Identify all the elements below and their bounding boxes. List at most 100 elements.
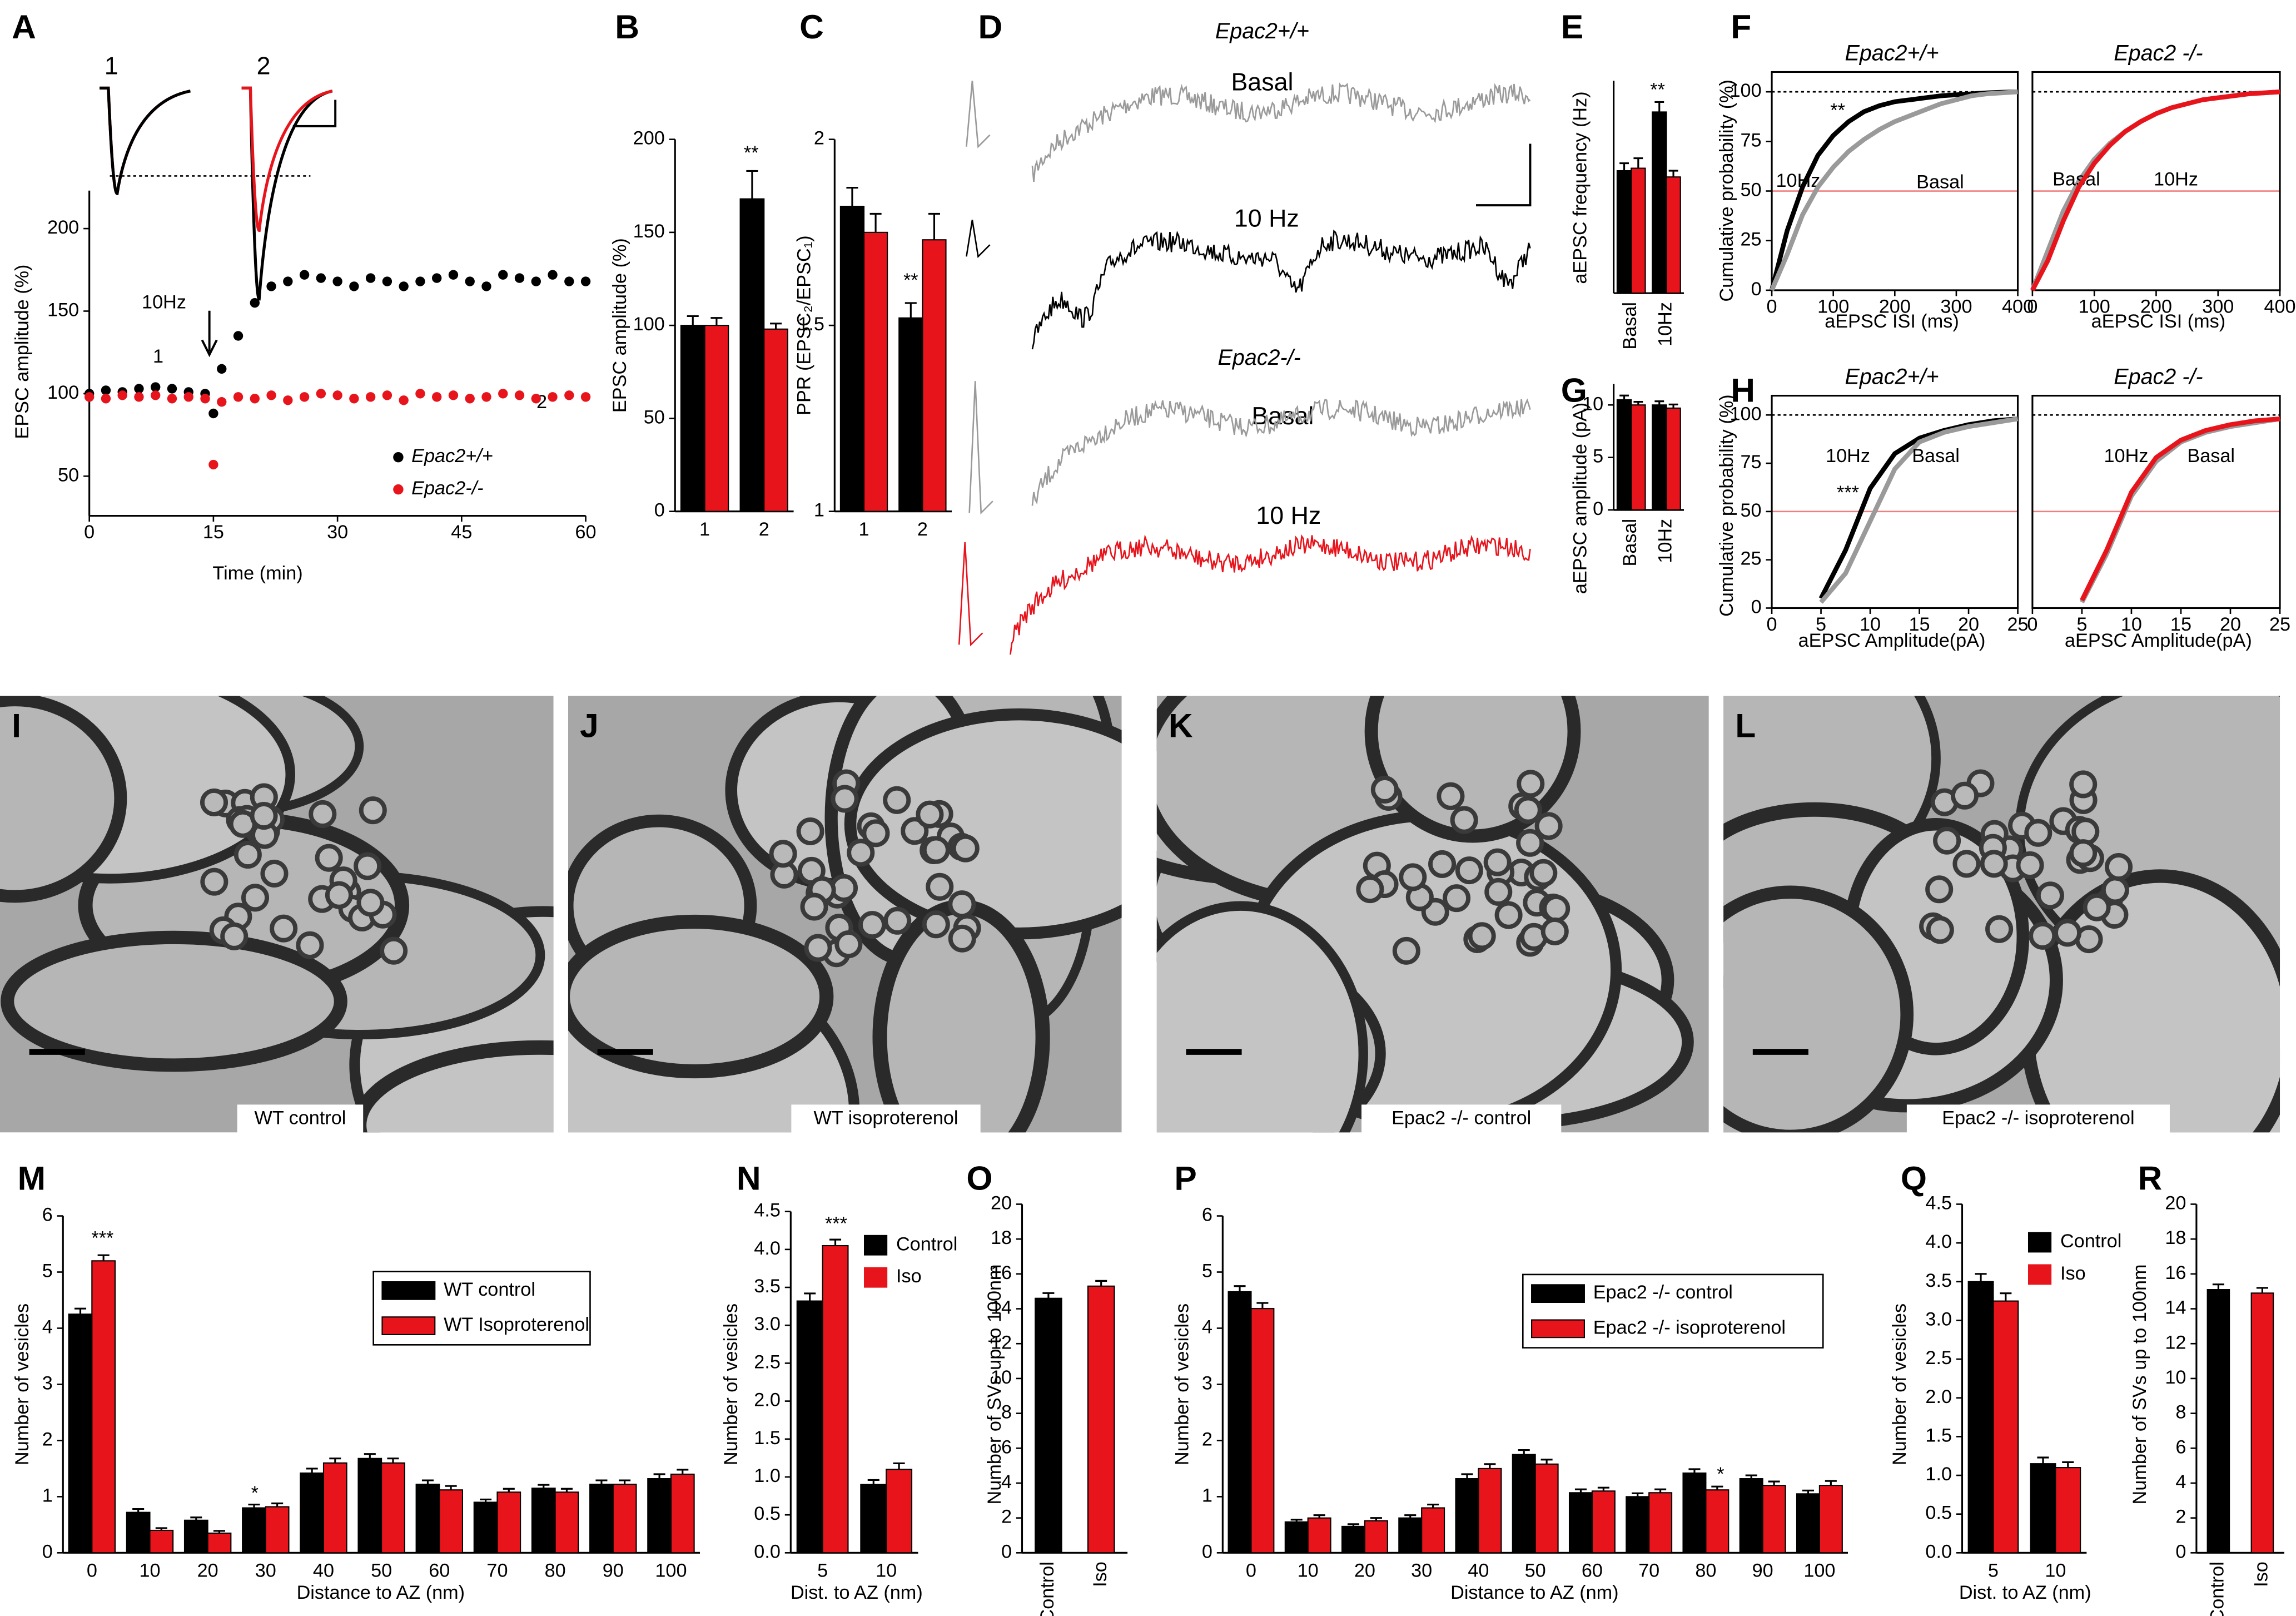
series-label: 10Hz [1826,445,1870,467]
vesicle [1540,917,1569,945]
bar [207,1532,232,1554]
caption: Epac2 -/- isoproterenol [1942,1108,2134,1129]
x-axis-label: Time (min) [212,563,302,584]
data-point [580,392,591,402]
vesicle [200,868,228,896]
x-tick-label: 0 [1246,1560,1256,1582]
stimulus-artifact [968,381,993,515]
x-axis-label: aEPSC Amplitude(pA) [2065,630,2252,651]
y-axis-label: Cumulative probability (%) [1716,80,1737,302]
bar [1534,1463,1559,1554]
y-tick-label: 4 [2175,1471,2186,1493]
cdf-line [1770,89,2018,291]
x-tick-label: 70 [1638,1560,1659,1582]
bar [2206,1289,2230,1554]
bar [2250,1292,2274,1554]
data-point [465,276,475,286]
bar [763,328,788,512]
trace-label: Basal [1231,68,1293,96]
bar [531,1488,556,1554]
bar [68,1313,93,1554]
bar [1616,170,1632,294]
vesicle [356,889,385,917]
x-tick-label: 30 [327,522,348,543]
micrograph [1156,696,1709,1133]
data-point [299,270,310,280]
micrograph-content [0,696,554,1133]
y-tick-label: 200 [47,217,79,238]
data-point [233,392,243,402]
legend-swatch [381,1281,436,1300]
y-tick-label: 3.5 [754,1276,781,1297]
annotation: * [1717,1464,1724,1485]
y-tick-label: 0 [1202,1541,1212,1562]
vesicle [1542,894,1571,923]
data-point [399,395,409,405]
data-point [167,384,177,394]
series-label: Basal [1916,172,1964,193]
stimulus-arrow [201,310,218,358]
annotation: ** [903,270,918,291]
x-tick-label: 200 [1879,296,1911,318]
bar [1455,1478,1479,1554]
x-tick-label: 0 [2027,296,2037,318]
vesicle [200,788,228,816]
data-point [498,270,508,280]
x-tick-label: 60 [429,1560,450,1582]
legend-marker [393,452,404,463]
series-label: 10Hz [2154,168,2198,190]
data-point [217,364,227,374]
vesicle [2024,819,2053,847]
bar [1250,1308,1275,1554]
y-tick-label: 50 [1741,500,1762,521]
y-tick-label: 4.0 [1925,1231,1952,1252]
panel-letter: M [18,1159,46,1197]
vesicle [796,817,824,846]
vesicle [2104,852,2133,881]
data-point [283,395,293,405]
vesicle [1516,829,1544,857]
vesicle [847,839,875,867]
caption-box [791,1104,981,1134]
vesicle [2069,839,2098,868]
data-point [266,390,276,400]
panel-letter: O [966,1159,992,1197]
x-tick-label: 0 [87,1560,97,1582]
vesicle [1933,826,1961,855]
y-tick-label: 4 [1202,1317,1212,1338]
membrane [1156,901,1368,1133]
bar [1227,1291,1252,1554]
vesicle [260,859,289,888]
y-tick-label: 5 [42,1261,53,1282]
bar [1739,1478,1763,1554]
y-axis-label: Number of vesicles [1171,1303,1192,1465]
bar [898,317,923,512]
vesicle [1399,863,1427,891]
data-point [548,392,558,402]
trace-label: 10 Hz [1234,204,1299,232]
x-tick-label: 0 [84,522,95,543]
bar [1421,1507,1445,1554]
x-tick-label: Control [2206,1562,2228,1616]
trace-title: Epac2-/- [1218,345,1301,370]
vesicle [883,786,911,814]
series-label: 10Hz [2104,445,2149,467]
bar [1652,111,1667,294]
vesicle [315,844,343,872]
chart-title: Epac2 -/- [2114,364,2203,389]
legend-swatch [864,1267,888,1288]
chart-title: Epac2 -/- [2114,41,2203,65]
y-tick-label: 16 [991,1262,1012,1283]
bar [126,1511,151,1554]
y-tick-label: 100 [1730,80,1761,101]
vesicle [948,890,976,919]
data-point [382,276,392,286]
y-tick-label: 0 [654,500,665,521]
y-tick-label: 0 [42,1541,53,1562]
x-tick-label: 5 [1988,1560,1999,1582]
y-tick-label: 75 [1741,452,1762,473]
x-tick-label: 100 [655,1560,687,1582]
x-tick-label: Control [1037,1562,1058,1616]
vesicle [270,914,298,943]
vesicle [1392,936,1420,965]
